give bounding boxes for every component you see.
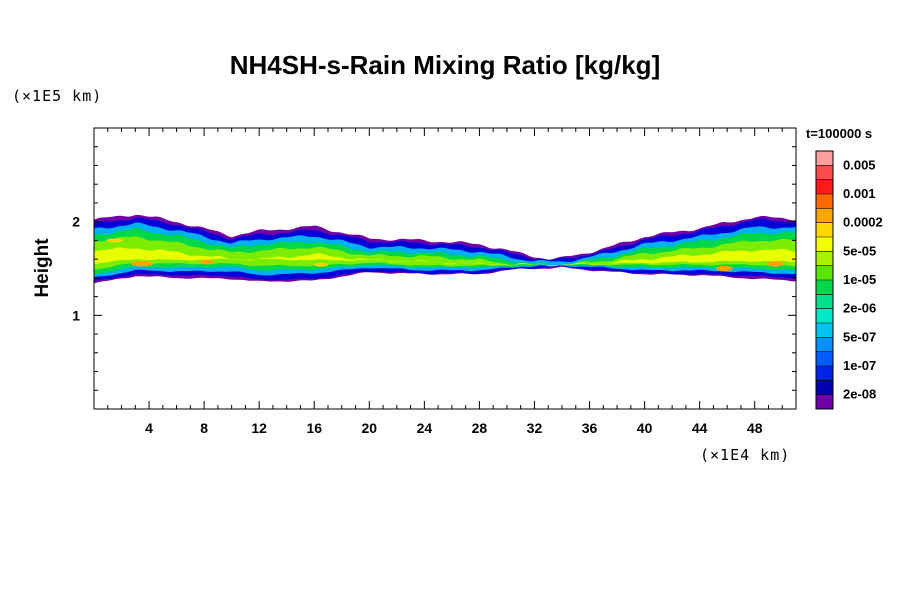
colorbar-label: 1e-05 (843, 272, 876, 287)
colorbar-swatch (816, 351, 833, 367)
x-tick-label: 16 (306, 420, 322, 436)
contour-hotspot (131, 261, 154, 267)
colorbar-label: 1e-07 (843, 358, 876, 373)
time-label: t=100000 s (806, 126, 872, 141)
colorbar-swatch (816, 165, 833, 181)
colorbar: 0.005 0.001 0.0002 5e-05 1e-05 2e-06 5e-07 1e-0… (815, 150, 883, 410)
colorbar-swatch (816, 394, 833, 410)
y-unit-label: (×1E5 km) (12, 87, 102, 105)
contour-hotspot (314, 262, 328, 267)
colorbar-label: 2e-06 (843, 301, 876, 316)
x-tick-label: 24 (417, 420, 433, 436)
colorbar-swatch (816, 280, 833, 295)
contour-band-yellow (94, 247, 796, 267)
colorbar-label: 0.0002 (843, 215, 883, 230)
x-unit-label: (×1E4 km) (700, 446, 790, 464)
colorbar-swatch (816, 323, 833, 338)
colorbar-label: 5e-07 (843, 329, 876, 344)
x-tick-label: 40 (637, 420, 653, 436)
contour-field (94, 215, 796, 284)
y-tick-label: 1 (72, 307, 80, 323)
x-tick-label: 12 (251, 420, 267, 436)
colorbar-swatch (816, 237, 833, 252)
x-tick-label: 4 (145, 420, 153, 436)
colorbar-swatch (816, 151, 833, 166)
plot-frame (93, 127, 797, 410)
x-tick-label: 28 (472, 420, 488, 436)
x-tick-label: 20 (362, 420, 378, 436)
colorbar-label: 2e-08 (843, 387, 876, 402)
colorbar-swatch (816, 337, 833, 353)
colorbar-swatch (816, 251, 833, 267)
colorbar-label: 5e-05 (843, 243, 876, 258)
y-tick-label: 2 (72, 214, 80, 230)
colorbar-swatch (816, 294, 833, 310)
x-axis: 4 8 12 16 20 24 28 32 36 40 44 48 (107, 128, 783, 436)
x-tick-label: 48 (747, 420, 763, 436)
x-tick-label: 8 (200, 420, 208, 436)
x-tick-label: 32 (527, 420, 543, 436)
contour-hotspot (106, 238, 123, 243)
y-axis-label: Height (32, 238, 53, 298)
colorbar-swatch (816, 366, 833, 381)
colorbar-label: 0.001 (843, 186, 876, 201)
colorbar-swatch (816, 265, 833, 281)
chart-title: NH4SH-s-Rain Mixing Ratio [kg/kg] (230, 50, 660, 80)
contour-hotspot (716, 265, 733, 272)
colorbar-swatch (816, 208, 833, 224)
colorbar-swatch (816, 194, 833, 209)
x-tick-label: 44 (692, 420, 708, 436)
colorbar-swatch (816, 308, 833, 324)
contour-hotspot (767, 261, 784, 267)
contour-hotspot (199, 259, 214, 265)
colorbar-swatch (816, 222, 833, 238)
y-axis: 12 (72, 146, 796, 391)
colorbar-swatch (816, 179, 833, 195)
colorbar-swatch (816, 380, 833, 396)
colorbar-label: 0.005 (843, 157, 876, 172)
x-tick-label: 36 (582, 420, 598, 436)
